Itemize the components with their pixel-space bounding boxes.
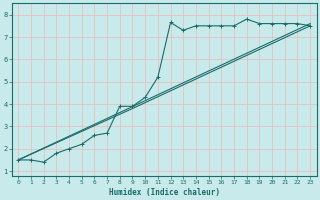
X-axis label: Humidex (Indice chaleur): Humidex (Indice chaleur) <box>109 188 220 197</box>
